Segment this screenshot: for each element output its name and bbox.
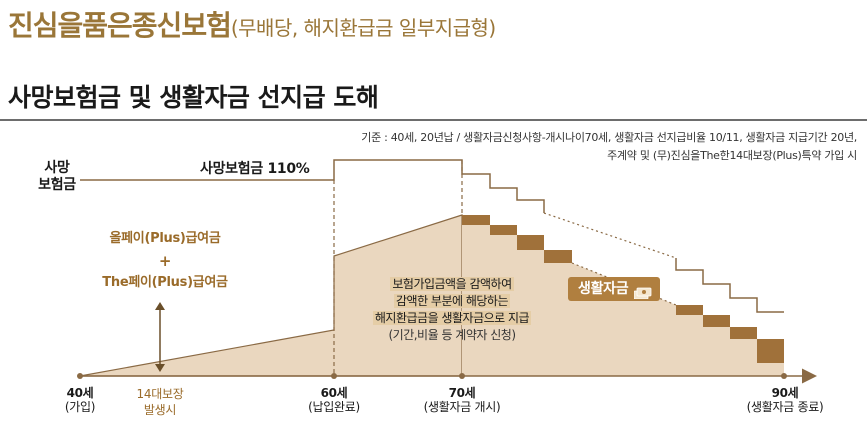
step-block: [490, 225, 517, 235]
note-line-2: 감액한 부분에 해당하는: [393, 294, 511, 308]
x-axis-ticks: [77, 373, 787, 379]
note-line-3: 해지환급금을 생활자금으로 지급: [372, 311, 532, 325]
step-block: [757, 351, 784, 363]
page-header: 진심을품은종신보험(무배당, 해지환급금 일부지급형): [8, 4, 496, 44]
step-block: [676, 305, 703, 315]
tick-label-70: 70세 (생활자금 개시): [402, 386, 522, 414]
declining-value-area: [462, 215, 572, 376]
tick-60: [331, 373, 337, 379]
criteria-note: 기준 : 40세, 20년납 / 생활자금신청사항-개시나이70세, 생활자금 …: [337, 129, 857, 165]
tick-label-40: 40세 (가입): [50, 386, 110, 414]
event-line-2: 발생시: [143, 403, 177, 417]
tick-desc: (생활자금 개시): [423, 400, 501, 414]
tick-90: [781, 373, 787, 379]
bonus-plus: +: [158, 252, 172, 270]
step-block: [703, 315, 730, 327]
bonus-arrow-head-down: [155, 364, 165, 372]
tick-desc: (납입완료): [308, 400, 360, 414]
criteria-line-1: 기준 : 40세, 20년납 / 생활자금신청사항-개시나이70세, 생활자금 …: [361, 131, 857, 144]
living-fund-note: 보험가입금액을 감액하여 감액한 부분에 해당하는 해지환급금을 생활자금으로 …: [352, 276, 552, 344]
living-fund-badge-label: 생활자금: [578, 281, 629, 297]
step-block: [544, 250, 572, 263]
section-divider: [0, 119, 867, 121]
living-fund-steps: [462, 215, 784, 363]
tick-age: 70세: [448, 386, 476, 400]
bonus-line-1: 올페이(Plus)급여금: [109, 231, 221, 246]
y-axis-label-line-1: 사망: [44, 160, 70, 176]
money-icon: [633, 283, 652, 300]
living-fund-badge: 생활자금: [568, 277, 661, 301]
product-title: 진심을품은종신보험: [8, 9, 232, 42]
tick-70: [459, 373, 465, 379]
bonus-arrow-head-up: [155, 302, 165, 310]
bonus-line-2: The페이(Plus)급여금: [102, 275, 228, 290]
note-line-1: 보험가입금액을 감액하여: [390, 277, 514, 291]
tick-age: 40세: [66, 386, 94, 400]
tick-40: [77, 373, 83, 379]
criteria-line-2: 주계약 및 (무)진심을The한14대보장(Plus)특약 가입 시: [607, 149, 857, 162]
tick-label-90: 90세 (생활자금 종료): [730, 386, 840, 414]
section-title: 사망보험금 및 생활자금 선지급 도해: [8, 83, 379, 112]
tick-age: 60세: [320, 386, 348, 400]
death-benefit-dotted-link: [543, 212, 677, 259]
death-benefit-line: [80, 159, 545, 213]
death-benefit-label: 사망보험금 110%: [200, 161, 310, 177]
y-axis-label: 사망 보험금: [34, 160, 80, 194]
event-line-1: 14대보장: [136, 387, 184, 401]
product-subtitle: (무배당, 해지환급금 일부지급형): [230, 16, 496, 40]
y-axis-label-line-2: 보험금: [38, 177, 76, 193]
event-label: 14대보장 발생시: [120, 386, 200, 418]
tick-label-60: 60세 (납입완료): [294, 386, 374, 414]
step-block: [730, 327, 757, 339]
tick-desc: (생활자금 종료): [746, 400, 824, 414]
step-block: [757, 339, 784, 351]
tick-age: 90세: [771, 386, 799, 400]
death-benefit-line-tail: [675, 258, 784, 313]
bonus-benefits: 올페이(Plus)급여금 + The페이(Plus)급여금: [80, 228, 250, 294]
note-line-4: (기간,비율 등 계약자 신청): [388, 328, 516, 342]
step-block: [517, 235, 544, 250]
step-block: [462, 215, 490, 225]
tick-desc: (가입): [64, 400, 96, 414]
